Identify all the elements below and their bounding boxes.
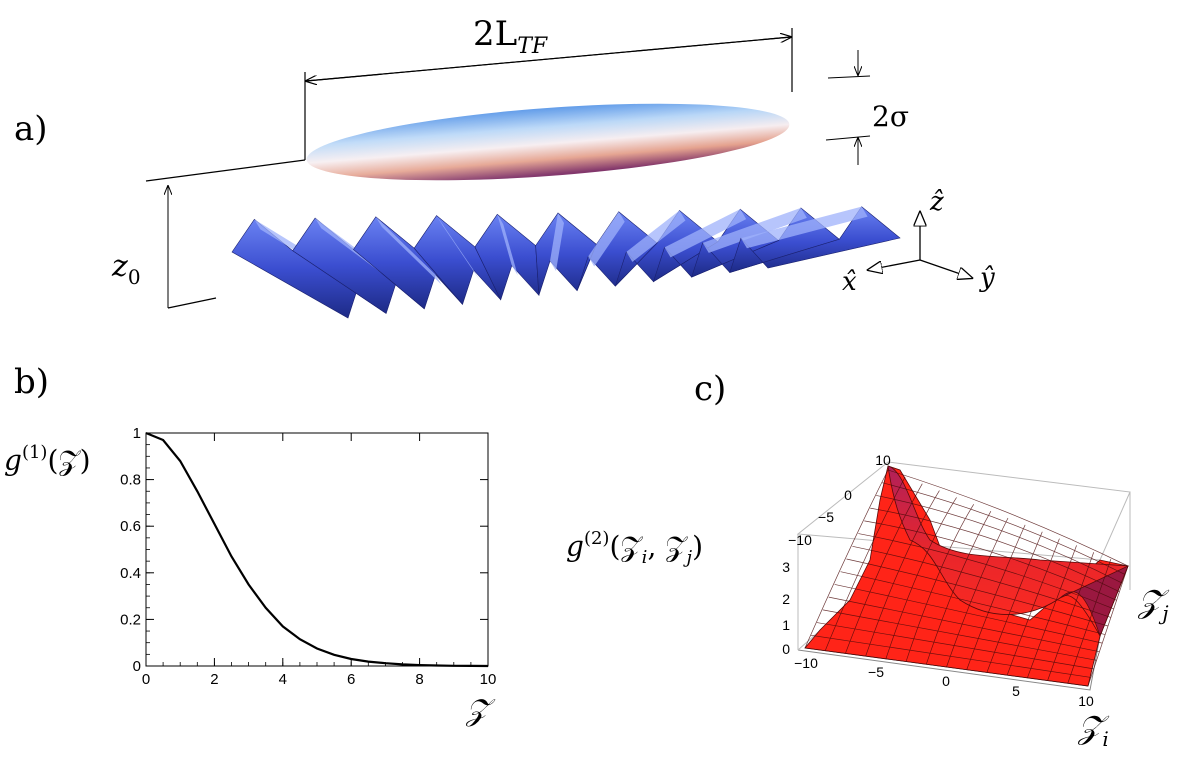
surface-grid-line (946, 517, 1009, 668)
z-tick-label: 1 (782, 617, 790, 633)
y-tick-label: 10 (875, 452, 891, 468)
surface-grid-line (810, 634, 1091, 678)
lattice-wave (729, 206, 901, 273)
surface-grid-line (858, 533, 1114, 610)
lattice-crest (626, 210, 686, 262)
surface-grid-line (870, 507, 1120, 593)
lattice-wave (474, 213, 540, 301)
plot-frame (145, 432, 489, 667)
x-axis-label: x̂ (842, 267, 857, 297)
surface-grid-line (804, 469, 889, 649)
x-tick-label: 4 (279, 671, 287, 688)
x-tick-label: −5 (868, 664, 884, 680)
y-tick-label: 0.2 (120, 611, 141, 628)
x-tick-label: 2 (210, 671, 218, 688)
lattice-wave (535, 212, 597, 296)
length-label: 2LTF (473, 14, 548, 59)
lattice-crest (497, 214, 518, 276)
y-tick-label: −10 (788, 532, 812, 548)
height-dimension: z0 (111, 159, 306, 309)
surface-grid-line (822, 609, 1097, 661)
length-dimension: 2LTF (305, 14, 792, 160)
surface-grid-line (1027, 545, 1077, 678)
x-tick-label: −10 (794, 655, 818, 671)
x-tick-label: 0 (142, 671, 150, 688)
surface-grid-line (846, 558, 1109, 627)
y-tick-label: 0.4 (120, 565, 141, 582)
y-tick-label: 0.6 (120, 518, 141, 535)
y-axis-label: ŷ (979, 263, 995, 293)
y-axis-label: g(1)(𝒵) (4, 442, 91, 477)
surface-grid-line (834, 584, 1103, 644)
surface-grid-line (876, 495, 1123, 584)
x-tick-label: 6 (347, 671, 355, 688)
surface-grid-line (881, 482, 1126, 575)
y-tick-label: 0 (844, 487, 852, 503)
atom-cloud (306, 103, 790, 181)
axis-ticks: 0 2 4 6 8 10 0 0.2 0.4 0.6 0.8 1 (120, 425, 496, 688)
z-tick-label: 2 (782, 591, 790, 607)
z-tick-label: 0 (782, 641, 790, 657)
x-tick-label: 8 (415, 671, 423, 688)
panel-c-label: c) (694, 369, 726, 409)
lattice-crest (664, 209, 747, 258)
series-line (145, 431, 489, 668)
z-axis-label: ẑ (929, 187, 944, 217)
surface-grid-line (840, 571, 1106, 635)
g2-surface (804, 465, 1129, 687)
optical-lattice (231, 206, 901, 319)
surface-grid-line (885, 497, 957, 659)
lattice-crest (375, 216, 442, 285)
panel-b-label: b) (14, 362, 49, 402)
x-tick-label: 0 (942, 673, 950, 689)
lattice-crest (740, 206, 868, 249)
surface-grid-line (925, 510, 992, 665)
x-tick-label: 10 (1078, 693, 1094, 709)
lattice-crest (702, 207, 807, 253)
x-tick-label: 10 (480, 671, 497, 688)
surface-grid-line (887, 469, 1129, 567)
x-tick-label: 5 (1012, 683, 1020, 699)
x-axis-label: 𝒵i (1077, 708, 1110, 751)
y-axis-label: 𝒵j (1137, 582, 1170, 625)
surface-grid-line (966, 524, 1026, 670)
y-tick-label: 0 (133, 658, 141, 675)
surface-grid-line (828, 596, 1100, 653)
surface-grid-line (804, 647, 1089, 687)
y-tick-label: 0.8 (120, 472, 141, 489)
width-dimension: 2σ (825, 50, 909, 165)
panel-a: a) 2LTF 2σ (14, 14, 995, 319)
lattice-crest (436, 215, 480, 281)
width-label: 2σ (872, 100, 909, 133)
x-axis-label: 𝒵 (465, 693, 496, 728)
surface-grid-line (864, 520, 1117, 601)
z-tick-label: 3 (782, 559, 790, 575)
surface-grid-line (1067, 559, 1112, 684)
panel-b: b) 0 2 4 6 8 10 0 0.2 0.4 0.6 0.8 1 g(1)(𝒵) 𝒵 (4, 362, 496, 728)
z-axis-label: g(2)(𝒵i, 𝒵j) (566, 528, 703, 568)
y-tick-label: 1 (133, 425, 141, 442)
surface-grid-line (816, 622, 1094, 670)
surface-grid-line (905, 504, 975, 662)
y-tick-label: −5 (818, 509, 834, 525)
coordinate-axes: ẑ x̂ ŷ (842, 187, 995, 297)
lattice-crest (550, 213, 564, 271)
surface-grid-line (824, 476, 906, 651)
height-label: z0 (111, 249, 141, 289)
surface-grid-line (852, 545, 1111, 618)
panel-a-label: a) (14, 109, 48, 149)
surface-grid-line (845, 483, 923, 654)
lattice-crest (588, 211, 625, 267)
surface-grid-line (1006, 538, 1060, 676)
surface-grid-line (865, 490, 940, 657)
